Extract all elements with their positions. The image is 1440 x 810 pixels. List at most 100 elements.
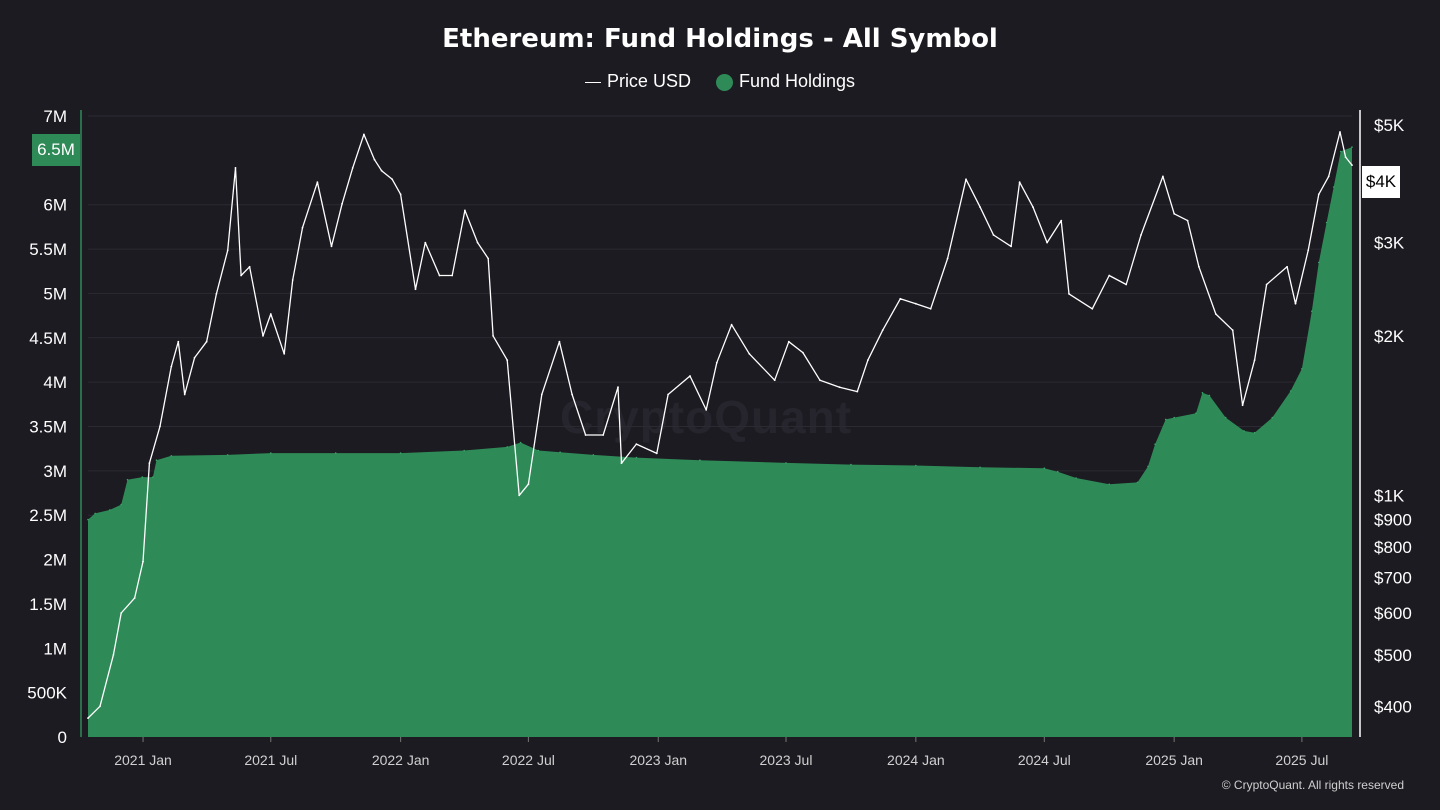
price-point	[965, 178, 967, 181]
holdings-point	[785, 462, 787, 464]
price-point	[99, 705, 101, 708]
price-point	[269, 313, 272, 315]
price-point	[506, 359, 509, 361]
price-point	[301, 226, 304, 229]
copyright: © CryptoQuant. All rights reserved	[1221, 778, 1404, 792]
holdings-point	[1325, 221, 1328, 224]
price-point	[838, 386, 841, 389]
price-point	[1317, 193, 1320, 196]
holdings-point	[1332, 186, 1335, 188]
price-point	[705, 409, 708, 411]
price-point	[1125, 283, 1128, 286]
holdings-point	[1224, 416, 1227, 419]
price-point	[730, 323, 733, 326]
price-point	[571, 393, 573, 396]
price-point	[867, 359, 869, 361]
holdings-point	[399, 452, 402, 454]
price-point	[487, 257, 490, 260]
holdings-point	[141, 476, 144, 478]
legend-holdings-label: Fund Holdings	[738, 70, 856, 91]
price-point	[380, 169, 383, 172]
holdings-point	[1289, 390, 1292, 392]
right-axis-ticks: $5K $3K $2K $1K $900 $800 $700 $600 $500 $400	[1374, 116, 1412, 716]
price-point	[399, 193, 402, 196]
price-point	[620, 462, 623, 465]
holdings-point	[537, 449, 540, 452]
price-point	[881, 329, 884, 332]
price-point	[424, 241, 427, 244]
holdings-point	[850, 463, 852, 466]
right-tick-label: $800	[1374, 538, 1412, 557]
price-point	[1018, 181, 1021, 184]
price-point	[899, 297, 902, 300]
left-tick-label: 500K	[27, 684, 67, 703]
price-point	[391, 178, 394, 181]
price-point	[1253, 359, 1256, 361]
holdings-point	[1201, 392, 1204, 394]
legend-item-holdings[interactable]: Fund Holdings	[715, 70, 856, 92]
price-point	[112, 654, 115, 656]
price-point	[1046, 241, 1048, 244]
price-point	[802, 351, 804, 354]
left-tick-label: 7M	[43, 107, 67, 126]
price-point	[1032, 206, 1034, 209]
left-tick-label: 4.5M	[29, 329, 67, 348]
price-point	[451, 274, 454, 277]
price-point	[351, 167, 354, 169]
holdings-point	[635, 456, 638, 459]
price-point	[1231, 329, 1234, 332]
x-tick-label: 2021 Jan	[114, 752, 172, 768]
right-tick-label: $2K	[1374, 327, 1405, 346]
price-point	[1327, 175, 1330, 178]
right-tick-label: $1K	[1374, 486, 1405, 505]
x-tick-label: 2024 Jul	[1018, 752, 1071, 768]
price-point	[1162, 175, 1164, 178]
x-tick-label: 2023 Jan	[629, 752, 687, 768]
x-tick-label: 2025 Jul	[1275, 752, 1328, 768]
price-point	[373, 158, 376, 161]
price-point	[283, 352, 286, 355]
holdings-point	[1318, 261, 1320, 264]
left-tick-label: 5M	[43, 284, 67, 303]
holdings-point	[1147, 465, 1149, 468]
x-tick-label: 2022 Jul	[502, 752, 555, 768]
price-point	[715, 361, 718, 364]
right-tick-label: $700	[1374, 568, 1412, 587]
holdings-point	[1271, 416, 1274, 419]
price-point	[476, 241, 479, 244]
price-point	[655, 452, 658, 455]
price-point	[527, 483, 530, 486]
legend-price-label: Price USD	[606, 70, 691, 91]
holdings-point	[94, 512, 96, 515]
holdings-point	[170, 455, 173, 457]
price-point	[316, 181, 319, 184]
price-point	[1265, 283, 1268, 286]
legend: Price USD Fund Holdings	[0, 70, 1440, 92]
x-tick-label: 2023 Jul	[760, 752, 813, 768]
price-line	[87, 131, 1353, 719]
price-point	[540, 393, 543, 396]
price-point	[1307, 249, 1310, 252]
price-point	[120, 612, 123, 614]
price-point	[1173, 212, 1176, 215]
price-point	[1186, 219, 1189, 222]
holdings-point	[1056, 470, 1059, 473]
price-point	[1286, 265, 1288, 268]
price-point	[1351, 164, 1353, 167]
price-point	[558, 340, 561, 343]
holdings-point	[1208, 394, 1211, 397]
price-point	[1344, 156, 1347, 159]
left-tick-label: 6M	[43, 196, 67, 215]
holdings-point	[1108, 483, 1110, 486]
holdings-point	[699, 459, 701, 462]
left-tick-label: 3M	[43, 462, 67, 481]
price-point	[1010, 245, 1012, 248]
right-tick-label: $3K	[1374, 234, 1405, 253]
price-point	[1140, 234, 1142, 236]
price-point	[234, 167, 237, 169]
legend-item-price[interactable]: Price USD	[584, 70, 691, 92]
price-point	[1339, 131, 1341, 133]
price-point	[787, 340, 790, 343]
price-point	[1241, 404, 1244, 407]
price-point	[946, 257, 949, 260]
